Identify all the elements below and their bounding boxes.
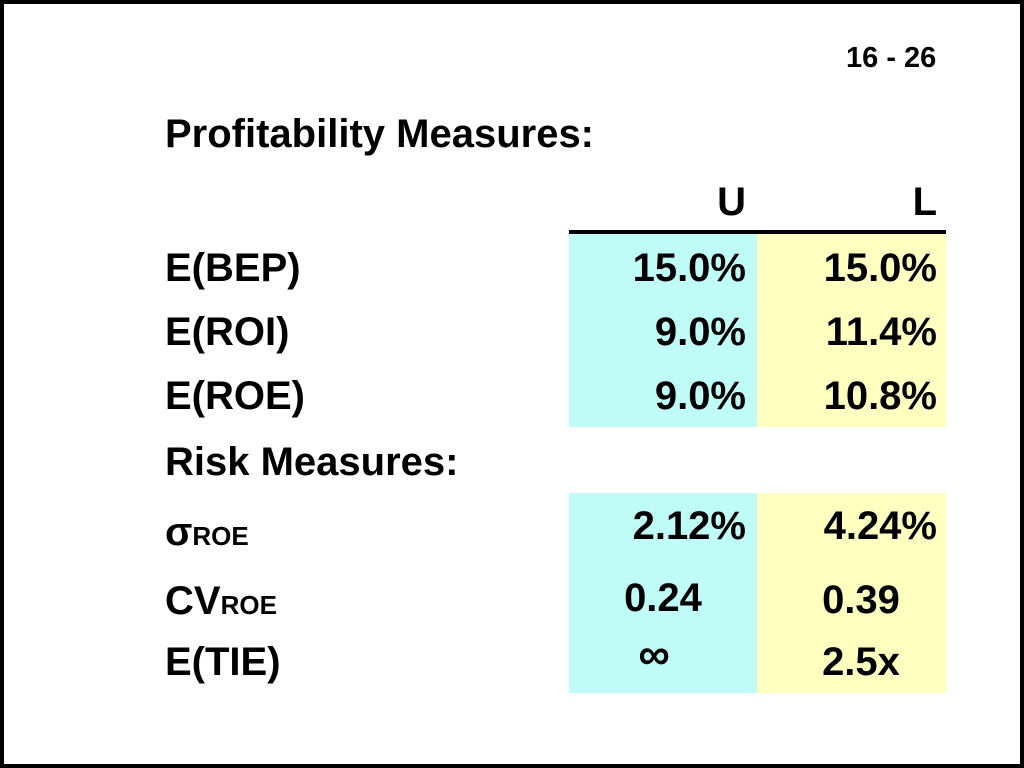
value-u-tie: ∞: [638, 630, 670, 679]
value-u-roi: 9.0%: [654, 310, 746, 354]
row-label-tie: E(TIE): [165, 640, 281, 684]
column-header-u: U: [717, 180, 746, 224]
value-l-sigma-roe: 4.24%: [823, 504, 937, 548]
value-l-roi: 11.4%: [825, 310, 937, 354]
row-label-cv-roe: CVROE: [165, 579, 277, 624]
sigma-subscript: ROE: [192, 521, 249, 551]
value-l-roe: 10.8%: [823, 374, 937, 418]
u-column-band-profitability: [569, 234, 757, 427]
profitability-heading: Profitability Measures:: [165, 112, 595, 156]
page-number: 16 - 26: [846, 42, 937, 74]
row-label-bep: E(BEP): [165, 246, 301, 290]
cv-subscript: ROE: [220, 590, 277, 620]
value-u-roe: 9.0%: [654, 374, 746, 418]
header-rule: [569, 230, 946, 234]
u-column-band-risk: [569, 493, 757, 693]
value-l-bep: 15.0%: [823, 246, 937, 290]
column-header-l: L: [912, 180, 937, 224]
row-label-sigma-roe: σROE: [165, 510, 249, 555]
value-u-cv-roe: 0.24: [624, 576, 702, 620]
l-column-band-risk: [757, 493, 946, 693]
row-label-roe: E(ROE): [165, 374, 305, 418]
value-u-sigma-roe: 2.12%: [632, 504, 746, 548]
value-l-cv-roe: 0.39: [822, 578, 900, 622]
value-u-bep: 15.0%: [632, 246, 746, 290]
value-l-tie: 2.5x: [822, 640, 900, 684]
cv-symbol: CV: [165, 579, 221, 623]
risk-heading: Risk Measures:: [165, 440, 459, 484]
row-label-roi: E(ROI): [165, 310, 290, 354]
sigma-symbol: σ: [165, 510, 193, 554]
l-column-band-profitability: [757, 234, 946, 427]
